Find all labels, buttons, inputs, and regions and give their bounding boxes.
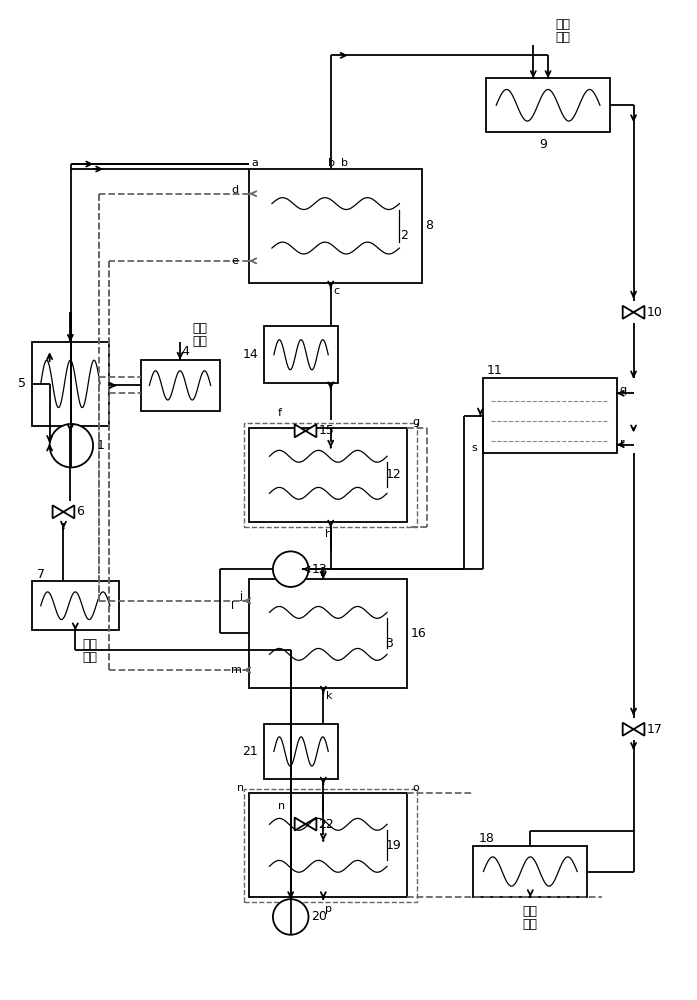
Text: d: d — [231, 185, 238, 195]
Text: 8: 8 — [425, 219, 433, 232]
Text: 冷却: 冷却 — [556, 18, 570, 31]
Text: 15: 15 — [319, 424, 335, 437]
Text: g: g — [412, 417, 420, 427]
Circle shape — [273, 551, 309, 587]
Text: r: r — [620, 438, 625, 448]
Text: k: k — [326, 691, 332, 701]
Text: 20: 20 — [312, 910, 328, 923]
Text: l: l — [231, 601, 235, 611]
Text: n: n — [238, 783, 245, 793]
Polygon shape — [622, 306, 634, 319]
Text: 14: 14 — [243, 348, 258, 361]
Text: o: o — [412, 783, 419, 793]
Text: 介质: 介质 — [556, 31, 570, 44]
Bar — [264, 326, 338, 383]
Circle shape — [273, 899, 309, 935]
Text: m: m — [231, 665, 243, 675]
Bar — [32, 342, 109, 426]
Text: n: n — [278, 801, 285, 811]
Bar — [250, 169, 422, 283]
Text: 7: 7 — [37, 568, 45, 581]
Text: s: s — [471, 443, 477, 453]
Polygon shape — [634, 723, 645, 736]
Text: 1: 1 — [97, 439, 105, 452]
Bar — [32, 581, 118, 630]
Text: 载冷: 载冷 — [83, 638, 98, 651]
Text: 11: 11 — [487, 364, 502, 377]
Polygon shape — [63, 505, 75, 518]
Polygon shape — [295, 818, 305, 831]
Text: 4: 4 — [181, 345, 189, 358]
Bar — [250, 579, 407, 688]
Text: j: j — [239, 591, 243, 601]
Polygon shape — [305, 424, 316, 437]
Text: h: h — [325, 529, 332, 539]
Circle shape — [49, 424, 93, 467]
Polygon shape — [622, 723, 634, 736]
Text: 12: 12 — [385, 468, 401, 481]
Text: b: b — [328, 158, 335, 168]
Text: 冷却: 冷却 — [192, 322, 207, 335]
Bar — [483, 378, 617, 453]
Text: i: i — [321, 568, 323, 578]
Text: q: q — [620, 385, 627, 395]
Text: e: e — [231, 256, 238, 266]
Text: 21: 21 — [243, 745, 258, 758]
Bar — [473, 846, 587, 897]
Text: 6: 6 — [76, 505, 84, 518]
Text: 9: 9 — [539, 138, 547, 151]
Text: 19: 19 — [385, 839, 401, 852]
Polygon shape — [52, 505, 63, 518]
Text: 18: 18 — [478, 832, 494, 845]
Text: 2: 2 — [400, 229, 408, 242]
Polygon shape — [634, 306, 645, 319]
Text: 介质: 介质 — [523, 918, 538, 931]
Bar — [487, 78, 610, 132]
Text: 载冷: 载冷 — [523, 905, 538, 918]
Polygon shape — [305, 818, 316, 831]
Text: 5: 5 — [18, 377, 26, 390]
Bar — [264, 724, 338, 779]
Text: f: f — [278, 408, 282, 418]
Text: 介质: 介质 — [83, 651, 98, 664]
Bar — [250, 793, 407, 897]
Text: 10: 10 — [646, 306, 662, 319]
Text: c: c — [334, 286, 340, 296]
Text: 16: 16 — [411, 627, 426, 640]
Bar — [141, 360, 220, 411]
Text: 22: 22 — [319, 818, 334, 831]
Polygon shape — [295, 424, 305, 437]
Text: a: a — [251, 158, 258, 168]
Text: 13: 13 — [312, 563, 327, 576]
Text: 3: 3 — [385, 637, 393, 650]
Bar — [244, 789, 418, 902]
Text: b: b — [341, 158, 348, 168]
Text: 17: 17 — [646, 723, 662, 736]
Text: 介质: 介质 — [192, 335, 207, 348]
Bar — [244, 423, 418, 527]
Text: p: p — [325, 904, 332, 914]
Bar — [250, 428, 407, 522]
